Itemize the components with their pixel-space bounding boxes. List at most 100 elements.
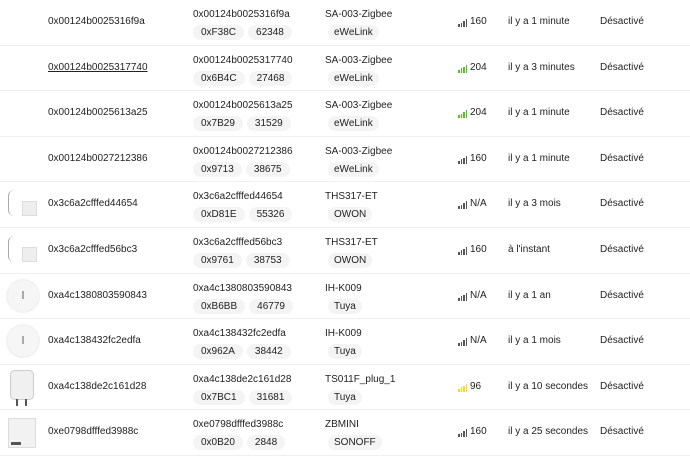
link-quality: 96 — [458, 381, 481, 392]
link-quality: N/A — [458, 290, 487, 301]
lqi-value: 204 — [470, 61, 487, 73]
table-row: 0x3c6a2cfffed56bc3 0x3c6a2cfffed56bc3 0x… — [0, 228, 690, 274]
ieee-address: 0xa4c1380803590843 — [193, 282, 292, 294]
network-address-dec: 55326 — [248, 207, 293, 223]
link-quality: 160 — [458, 153, 487, 164]
availability-status: Désactivé — [600, 16, 644, 27]
last-seen: il y a 3 mois — [508, 198, 561, 210]
device-name-link[interactable]: 0x3c6a2cfffed56bc3 — [48, 243, 138, 255]
availability-status: Désactivé — [600, 380, 644, 392]
signal-icon — [458, 155, 467, 164]
device-name-link[interactable]: 0x3c6a2cfffed44654 — [48, 198, 138, 210]
network-address-hex: 0xF38C — [193, 25, 245, 40]
network-address-dec: 27468 — [248, 70, 293, 86]
network-address-dec: 38753 — [245, 252, 290, 268]
ieee-address: 0x00124b0027212386 — [193, 145, 293, 157]
last-seen: il y a 1 minute — [508, 107, 570, 119]
device-name-link[interactable]: 0xa4c1380803590843 — [48, 289, 147, 301]
device-image — [6, 142, 40, 176]
lqi-value: 160 — [470, 426, 487, 438]
device-name-link[interactable]: 0x00124b0025317740 — [48, 61, 148, 73]
model-link[interactable]: IH-K009 — [325, 282, 362, 294]
network-address-hex: 0x6B4C — [193, 70, 245, 86]
table-row: 0x00124b0025317740 0x00124b0025317740 0x… — [0, 46, 690, 92]
network-address-dec: 2848 — [246, 435, 286, 451]
network-address-dec: 31681 — [248, 389, 293, 405]
table-row: 0xa4c138de2c161d28 0xa4c138de2c161d28 0x… — [0, 365, 690, 411]
vendor-badge: SONOFF — [328, 435, 382, 451]
network-address-hex: 0x7B29 — [193, 116, 243, 132]
device-image — [6, 278, 40, 313]
device-image — [6, 324, 40, 359]
signal-icon — [458, 201, 467, 210]
vendor-badge: eWeLink — [328, 25, 379, 40]
availability-status: Désactivé — [600, 335, 644, 347]
link-quality: 204 — [458, 62, 487, 73]
table-row: 0xa4c138432fc2edfa 0xa4c138432fc2edfa 0x… — [0, 319, 690, 365]
link-quality: 204 — [458, 107, 487, 119]
availability-status: Désactivé — [600, 243, 644, 255]
link-quality: 160 — [458, 244, 487, 255]
vendor-badge: eWeLink — [328, 161, 379, 177]
availability-status: Désactivé — [600, 61, 644, 73]
signal-icon — [458, 19, 467, 27]
ieee-address: 0x00124b0025316f9a — [193, 9, 290, 20]
lqi-value: 160 — [470, 152, 487, 164]
lqi-value: N/A — [470, 198, 487, 210]
link-quality: N/A — [458, 198, 487, 210]
device-name-link[interactable]: 0x00124b0025316f9a — [48, 16, 145, 27]
model-link[interactable]: SA-003-Zigbee — [325, 100, 393, 112]
ieee-address: 0xa4c138de2c161d28 — [193, 373, 292, 385]
network-address-hex: 0x962A — [193, 344, 243, 360]
network-address-hex: 0x7BC1 — [193, 389, 245, 405]
last-seen: il y a 10 secondes — [508, 380, 589, 392]
link-quality: 160 — [458, 16, 487, 27]
availability-status: Désactivé — [600, 152, 644, 164]
network-address-hex: 0xD81E — [193, 207, 245, 223]
network-address-hex: 0x9713 — [193, 161, 242, 177]
model-link[interactable]: SA-003-Zigbee — [325, 54, 393, 66]
link-quality: 160 — [458, 426, 487, 438]
vendor-badge: Tuya — [328, 298, 362, 314]
signal-icon — [458, 383, 467, 392]
network-address-dec: 46779 — [249, 298, 293, 314]
model-link[interactable]: ZBMINI — [325, 419, 359, 431]
ieee-address: 0x3c6a2cfffed44654 — [193, 191, 283, 203]
device-image — [6, 96, 40, 130]
signal-icon — [458, 110, 467, 119]
device-image — [6, 233, 40, 267]
device-name-link[interactable]: 0xa4c138de2c161d28 — [48, 380, 147, 392]
last-seen: il y a 1 minute — [508, 16, 570, 27]
signal-icon — [458, 429, 467, 438]
network-address-dec: 62348 — [248, 25, 292, 40]
model-link[interactable]: IH-K009 — [325, 328, 362, 340]
model-link[interactable]: SA-003-Zigbee — [325, 9, 393, 20]
model-link[interactable]: THS317-ET — [325, 236, 378, 248]
link-quality: N/A — [458, 335, 487, 347]
device-name-link[interactable]: 0xe0798dfffed3988c — [48, 426, 139, 438]
device-image — [8, 418, 36, 449]
model-link[interactable]: SA-003-Zigbee — [325, 145, 393, 157]
device-name-link[interactable]: 0x00124b0025613a25 — [48, 107, 148, 119]
last-seen: il y a 1 minute — [508, 152, 570, 164]
availability-status: Désactivé — [600, 289, 644, 301]
lqi-value: N/A — [470, 289, 487, 301]
device-image — [6, 187, 40, 221]
ieee-address: 0x00124b0025613a25 — [193, 100, 293, 112]
lqi-value: N/A — [470, 335, 487, 347]
network-address-dec: 38442 — [246, 344, 291, 360]
table-row: 0x00124b0025316f9a 0x00124b0025316f9a 0x… — [0, 0, 690, 46]
lqi-value: 96 — [470, 380, 482, 392]
model-link[interactable]: THS317-ET — [325, 191, 378, 203]
signal-icon — [458, 64, 467, 73]
vendor-badge: eWeLink — [328, 116, 379, 132]
device-name-link[interactable]: 0x00124b0027212386 — [48, 152, 148, 164]
model-link[interactable]: TS011F_plug_1 — [325, 373, 396, 385]
last-seen: il y a 1 mois — [508, 335, 561, 347]
network-address-dec: 38675 — [245, 161, 290, 177]
last-seen: à l'instant — [508, 243, 550, 255]
vendor-badge: Tuya — [328, 344, 362, 360]
network-address-hex: 0x0B20 — [193, 435, 243, 451]
device-name-link[interactable]: 0xa4c138432fc2edfa — [48, 335, 141, 347]
